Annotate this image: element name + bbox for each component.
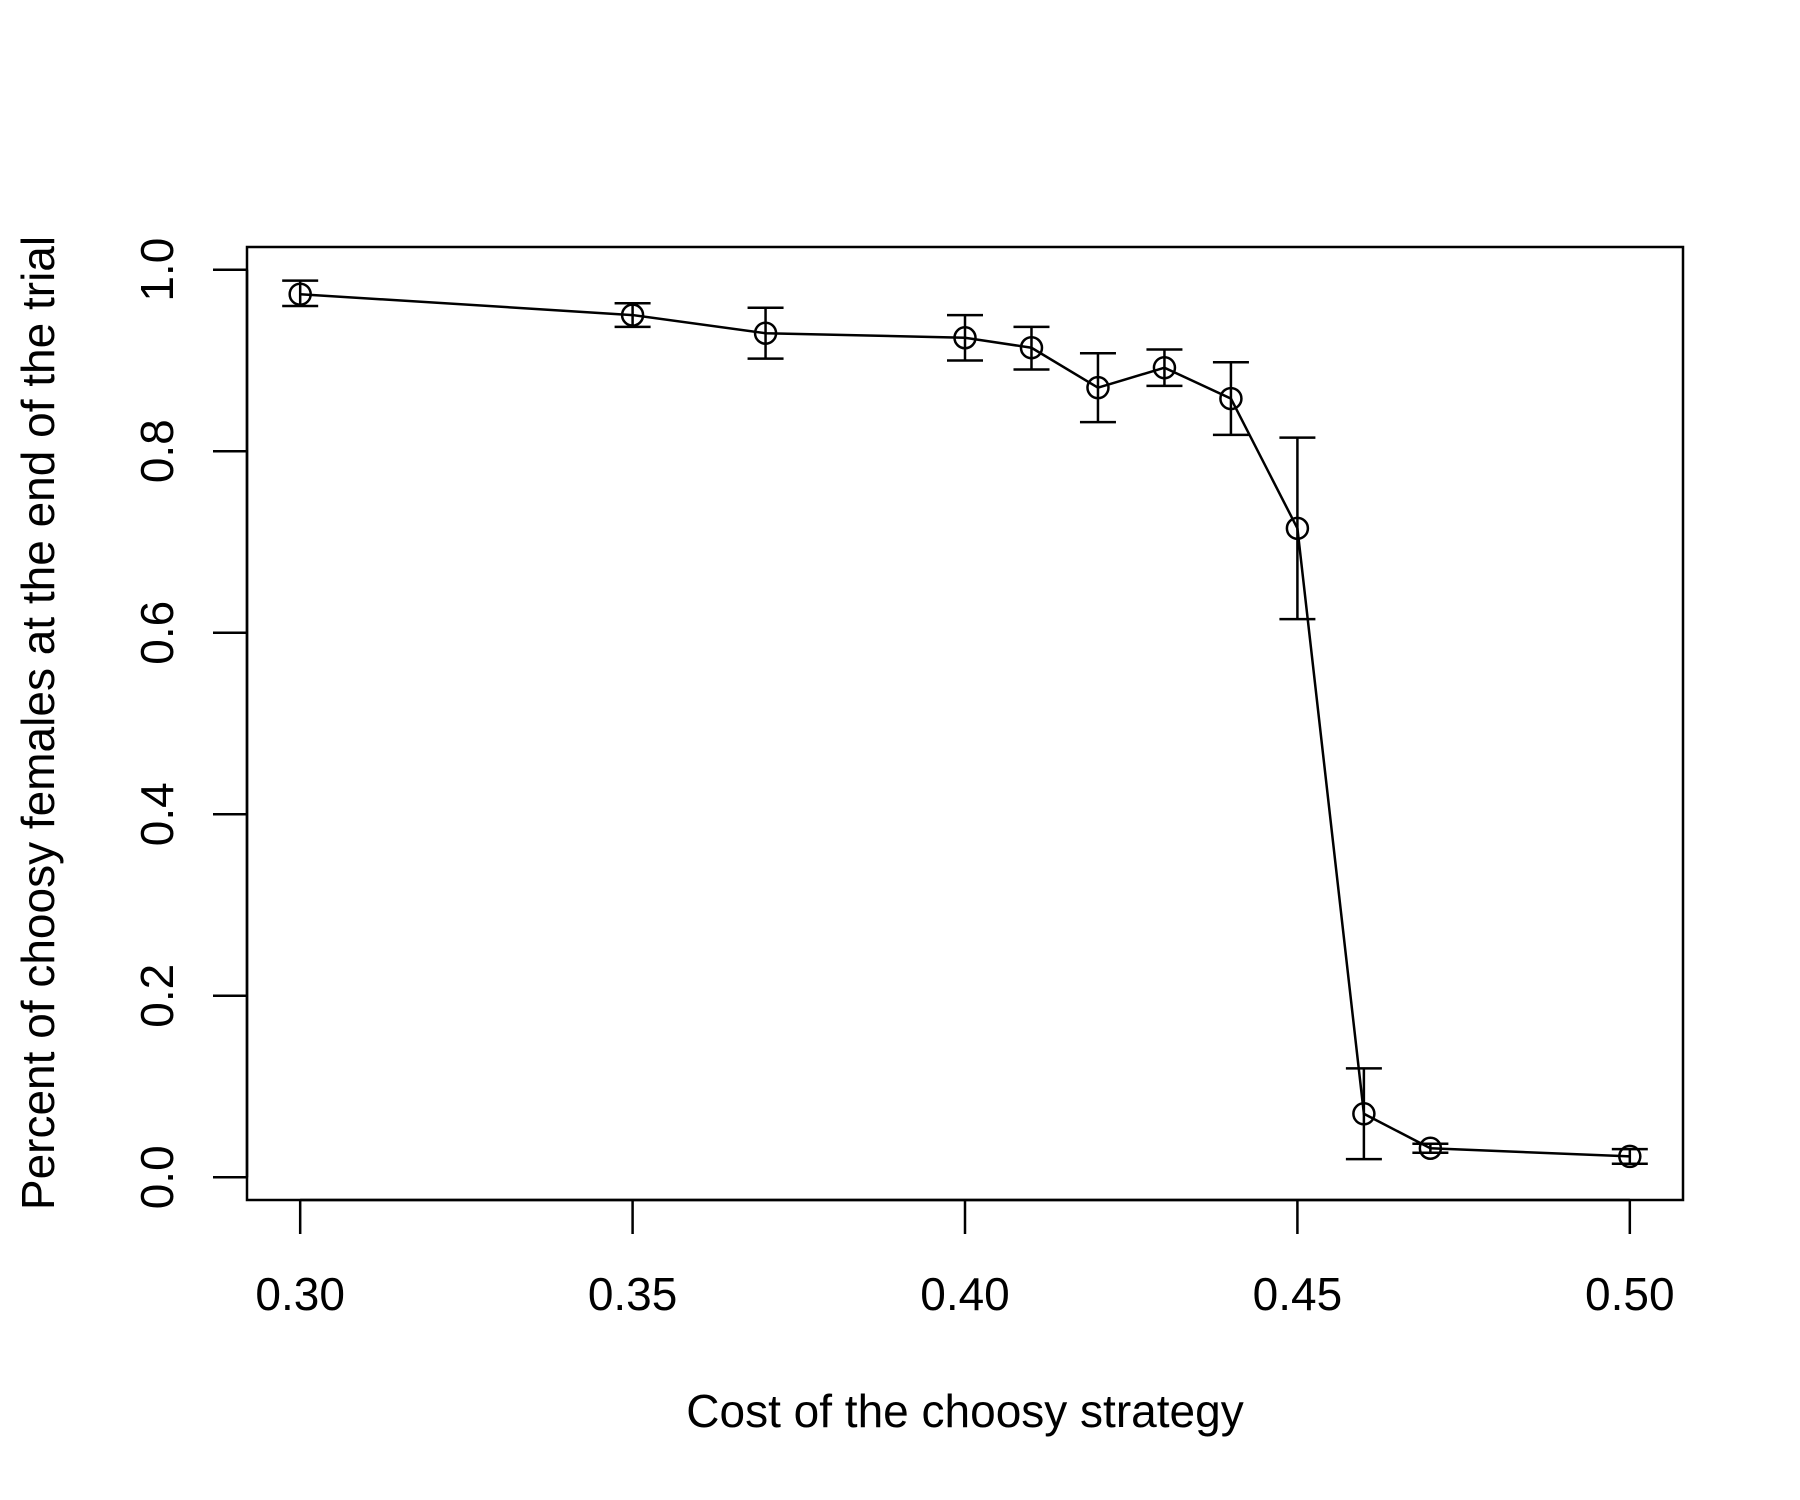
x-tick-label: 0.35	[588, 1268, 678, 1320]
data-point	[1285, 516, 1310, 541]
x-tick-label: 0.50	[1585, 1268, 1675, 1320]
data-point	[1618, 1144, 1642, 1169]
data-point	[1086, 375, 1110, 400]
data-point	[753, 321, 778, 345]
y-axis: 0.0 0.2 0.4 0.6 0.8 1.0	[131, 238, 249, 1209]
x-axis-title: Cost of the choosy strategy	[686, 1385, 1243, 1437]
data-point	[953, 326, 977, 350]
y-tick-label: 0.8	[131, 419, 183, 483]
y-tick-label: 0.6	[131, 601, 183, 665]
data-point	[1418, 1136, 1443, 1161]
data-point	[1352, 1102, 1376, 1126]
y-tick-label: 0.4	[131, 782, 183, 846]
series-line	[300, 292, 1630, 1158]
plot-frame	[245, 245, 1685, 1202]
x-tick-label: 0.40	[920, 1268, 1010, 1320]
data-point	[1152, 355, 1177, 380]
x-axis: 0.30 0.35 0.40 0.45 0.50	[255, 1198, 1675, 1320]
data-point	[288, 282, 312, 306]
y-tick-label: 0.2	[131, 964, 183, 1028]
y-axis-title: Percent of choosy females at the end of …	[12, 236, 64, 1210]
data-point	[620, 303, 645, 327]
y-tick-label: 0.0	[131, 1145, 183, 1209]
data-layer	[282, 279, 1648, 1169]
data-point	[1019, 335, 1044, 360]
data-point	[1219, 386, 1243, 411]
x-tick-label: 0.45	[1253, 1268, 1343, 1320]
x-tick-label: 0.30	[255, 1268, 345, 1320]
y-tick-label: 1.0	[131, 238, 183, 302]
